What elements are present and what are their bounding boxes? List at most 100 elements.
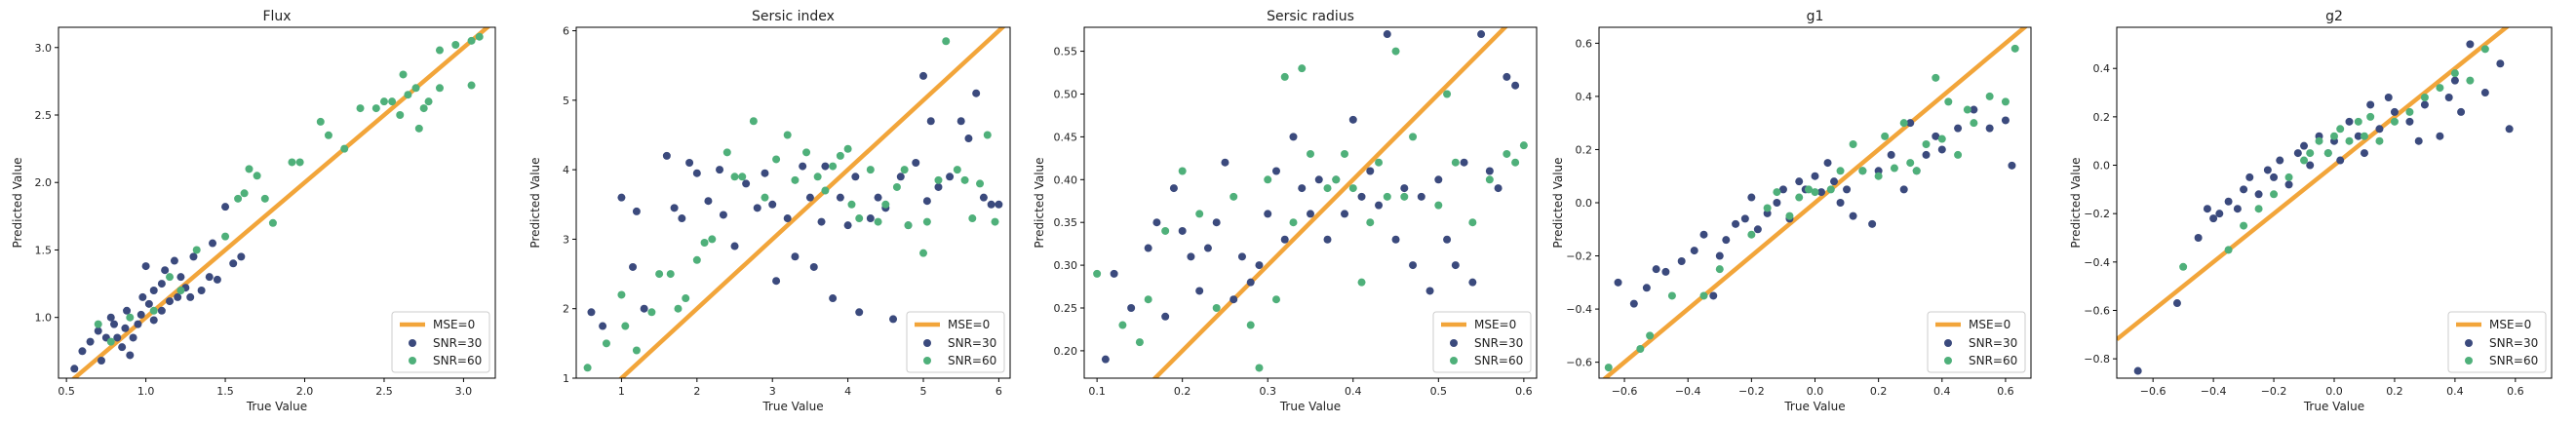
series-snr-30 bbox=[2133, 40, 2514, 375]
y-tick-label: 0.40 bbox=[1054, 173, 1078, 186]
data-point bbox=[86, 337, 95, 346]
data-point bbox=[772, 277, 781, 286]
data-point bbox=[1709, 291, 1718, 300]
data-point bbox=[2480, 45, 2489, 54]
y-tick-label: 3 bbox=[563, 233, 569, 246]
data-point bbox=[161, 266, 170, 275]
data-point bbox=[1985, 92, 1994, 100]
data-point bbox=[316, 117, 325, 126]
data-point bbox=[1804, 185, 1813, 194]
data-point bbox=[2496, 59, 2505, 68]
data-point bbox=[583, 364, 592, 372]
data-point bbox=[1152, 218, 1161, 227]
data-point bbox=[1391, 235, 1400, 244]
data-point bbox=[987, 200, 995, 209]
chart-title: g1 bbox=[1807, 9, 1824, 24]
data-point bbox=[1409, 133, 1418, 141]
x-tick-label: 0.2 bbox=[1174, 385, 1191, 398]
data-point bbox=[1400, 184, 1409, 193]
legend-label: MSE=0 bbox=[1969, 318, 2010, 331]
y-tick-label: 0.35 bbox=[1054, 216, 1078, 229]
data-point bbox=[414, 124, 423, 133]
data-point bbox=[2336, 156, 2345, 165]
data-point bbox=[1944, 97, 1953, 106]
data-point bbox=[1932, 132, 1940, 140]
chart-title: g2 bbox=[2325, 9, 2343, 24]
data-point bbox=[874, 217, 882, 226]
data-point bbox=[829, 294, 838, 303]
data-point bbox=[836, 193, 844, 202]
data-point bbox=[2420, 100, 2429, 109]
data-point bbox=[467, 81, 476, 90]
data-point bbox=[946, 173, 955, 181]
x-tick-label: 0.5 bbox=[58, 385, 75, 398]
data-point bbox=[435, 46, 444, 55]
data-point bbox=[176, 273, 185, 282]
data-point bbox=[1954, 150, 1963, 159]
legend-label: SNR=60 bbox=[1969, 354, 2017, 367]
data-point bbox=[719, 211, 727, 219]
data-point bbox=[1298, 184, 1307, 193]
legend: MSE=0 SNR=30 SNR=60 bbox=[2447, 311, 2547, 373]
data-point bbox=[424, 97, 433, 106]
data-point bbox=[419, 104, 428, 113]
data-point bbox=[1699, 230, 1708, 239]
data-point bbox=[2254, 190, 2263, 199]
data-point bbox=[1503, 72, 1511, 81]
data-point bbox=[126, 313, 135, 322]
data-point bbox=[817, 217, 826, 226]
data-point bbox=[1849, 140, 1857, 148]
legend-box bbox=[2447, 311, 2547, 373]
data-point bbox=[1817, 188, 1826, 197]
data-point bbox=[237, 252, 246, 261]
data-point bbox=[170, 256, 178, 265]
data-point bbox=[1366, 167, 1375, 175]
legend-label: SNR=60 bbox=[433, 354, 482, 367]
y-tick-label: 3.0 bbox=[35, 42, 53, 55]
data-point bbox=[1874, 172, 1883, 180]
data-point bbox=[1161, 226, 1170, 235]
data-point bbox=[2330, 132, 2338, 140]
data-point bbox=[260, 194, 269, 203]
data-point bbox=[2360, 149, 2368, 158]
y-tick-label: 1.5 bbox=[35, 244, 53, 256]
data-point bbox=[166, 273, 175, 282]
data-point bbox=[742, 179, 751, 188]
data-point bbox=[1264, 210, 1272, 218]
data-point bbox=[855, 308, 864, 317]
data-point bbox=[1826, 185, 1835, 194]
data-point bbox=[768, 200, 777, 209]
data-point bbox=[2194, 234, 2203, 242]
y-tick-label: 0.45 bbox=[1054, 131, 1078, 143]
data-point bbox=[1409, 261, 1418, 270]
data-point bbox=[919, 71, 927, 80]
data-point bbox=[94, 327, 102, 335]
data-point bbox=[2179, 262, 2188, 271]
x-tick-label: −0.4 bbox=[1675, 385, 1701, 398]
data-point bbox=[1970, 105, 1978, 114]
data-point bbox=[1636, 345, 1645, 353]
data-point bbox=[149, 287, 158, 294]
data-point bbox=[587, 308, 596, 317]
chart-title: Sersic radius bbox=[1267, 9, 1354, 24]
y-tick-label: 0.0 bbox=[2093, 160, 2111, 173]
data-point bbox=[1348, 184, 1357, 193]
data-point bbox=[1425, 287, 1434, 295]
data-point bbox=[1954, 124, 1963, 133]
legend-label: MSE=0 bbox=[1474, 318, 1516, 331]
data-point bbox=[192, 246, 201, 254]
legend-label: SNR=30 bbox=[1969, 336, 2017, 350]
data-point bbox=[1332, 175, 1341, 184]
data-point bbox=[1451, 158, 1460, 167]
legend-marker-swatch bbox=[2465, 357, 2473, 365]
data-point bbox=[1677, 257, 1686, 265]
data-point bbox=[1161, 312, 1170, 321]
data-point bbox=[1451, 261, 1460, 270]
data-point bbox=[2240, 221, 2248, 230]
data-point bbox=[991, 217, 999, 226]
y-tick-label: 0.30 bbox=[1054, 259, 1078, 272]
series-snr-60 bbox=[583, 37, 999, 372]
data-point bbox=[2233, 205, 2242, 213]
data-point bbox=[1264, 175, 1272, 184]
data-point bbox=[1899, 119, 1908, 128]
